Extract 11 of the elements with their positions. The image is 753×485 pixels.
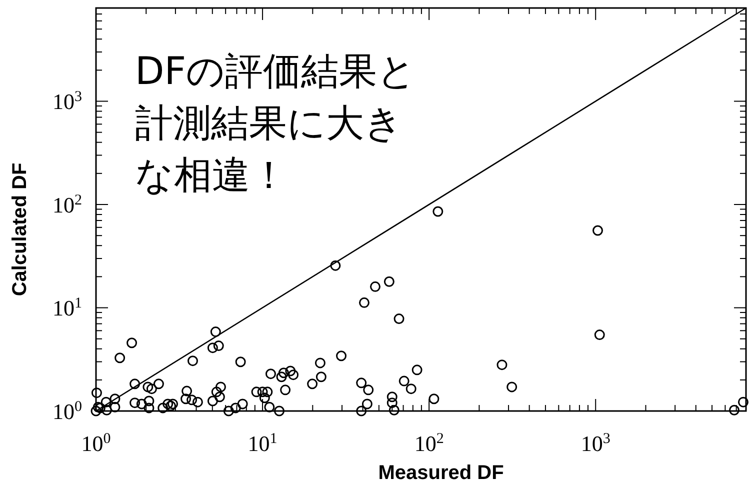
y-tick-label: 10$^{3}$ [52, 89, 82, 114]
y-tick-label: 10$^{2}$ [52, 192, 82, 218]
x-axis-title: Measured DF [378, 462, 504, 484]
x-tick-label: 10$^{1}$ [248, 431, 278, 456]
x-tick-label: 10$^{0}$ [81, 431, 111, 456]
annotation: DFの評価結果と計測結果に大きな相違！ [135, 49, 416, 197]
y-tick-label: 10$^{1}$ [52, 296, 82, 321]
x-tick-label: 10$^{3}$ [580, 431, 610, 456]
y-tick-label: 10$^{0}$ [52, 399, 82, 424]
x-tick-label: 10$^{2}$ [414, 431, 444, 456]
y-axis-title: Calculated DF [9, 162, 31, 296]
